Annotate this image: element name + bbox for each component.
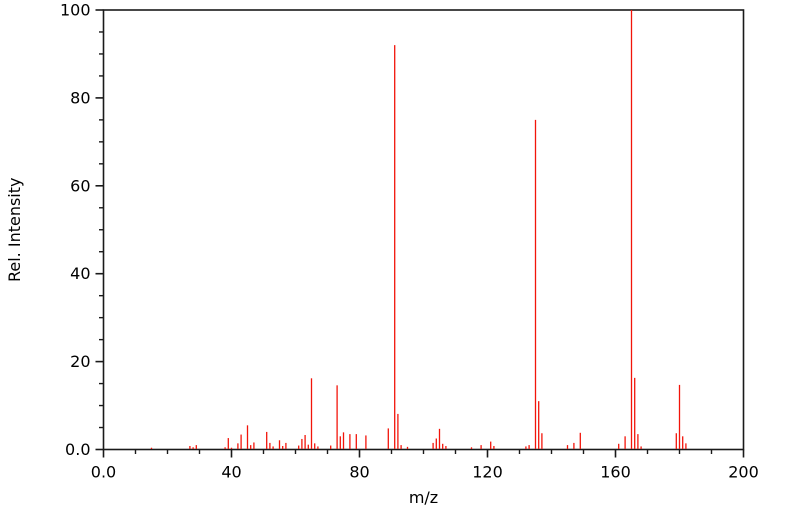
x-tick-label: 120 bbox=[472, 463, 503, 482]
x-tick-label: 200 bbox=[728, 463, 759, 482]
x-tick-label: 160 bbox=[600, 463, 631, 482]
y-axis-label: Rel. Intensity bbox=[5, 178, 24, 283]
y-tick-label: 20 bbox=[70, 352, 90, 371]
y-tick-label: 80 bbox=[70, 88, 90, 107]
x-tick-label: 40 bbox=[221, 463, 241, 482]
x-tick-label: 0.0 bbox=[91, 463, 116, 482]
x-tick-label: 80 bbox=[349, 463, 369, 482]
x-axis-label: m/z bbox=[409, 488, 438, 507]
y-tick-label: 40 bbox=[70, 264, 90, 283]
y-tick-label: 60 bbox=[70, 176, 90, 195]
y-tick-label: 0.0 bbox=[65, 440, 90, 459]
plot-frame bbox=[102, 9, 745, 451]
y-tick-label: 100 bbox=[60, 1, 91, 20]
